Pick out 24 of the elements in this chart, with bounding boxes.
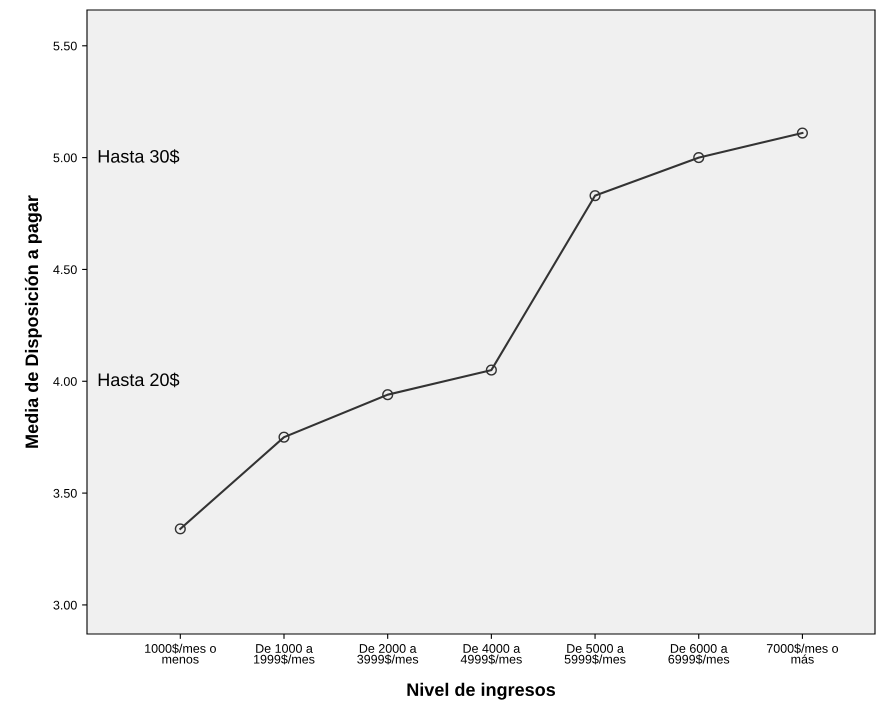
point: [589, 190, 601, 202]
y-axis-title: Media de Disposición a pagar: [24, 195, 42, 448]
x-tick-label: De 2000 a 3999$/mes: [357, 644, 418, 664]
y-tick-label: 4.00: [53, 377, 77, 386]
x-tick-label: De 6000 a 6999$/mes: [668, 644, 730, 664]
point: [174, 523, 186, 534]
annotation: Hasta 30$: [98, 149, 180, 164]
point: [382, 389, 394, 400]
point: [693, 152, 704, 164]
x-tick-label: 7000$/mes o más: [766, 644, 838, 664]
y-tick-label: 5.50: [53, 42, 77, 50]
annotation: Hasta 20$: [98, 372, 180, 388]
y-tick-label: 4.50: [53, 265, 77, 274]
y-tick-label: 3.50: [53, 488, 77, 498]
x-tick-label: De 4000 a 4999$/mes: [460, 644, 522, 664]
y-tick-label: 5.00: [53, 153, 77, 162]
x-tick-label: De 1000 a 1999$/mes: [254, 644, 314, 664]
x-tick-label: 1000$/mes o menos: [145, 644, 216, 664]
point: [796, 127, 808, 139]
point: [486, 364, 497, 376]
x-tick-label: De 5000 a 5999$/mes: [564, 644, 626, 664]
point: [278, 432, 290, 443]
x-axis-title: Nivel de ingresos: [407, 682, 556, 700]
y-tick-label: 3.00: [53, 600, 77, 610]
